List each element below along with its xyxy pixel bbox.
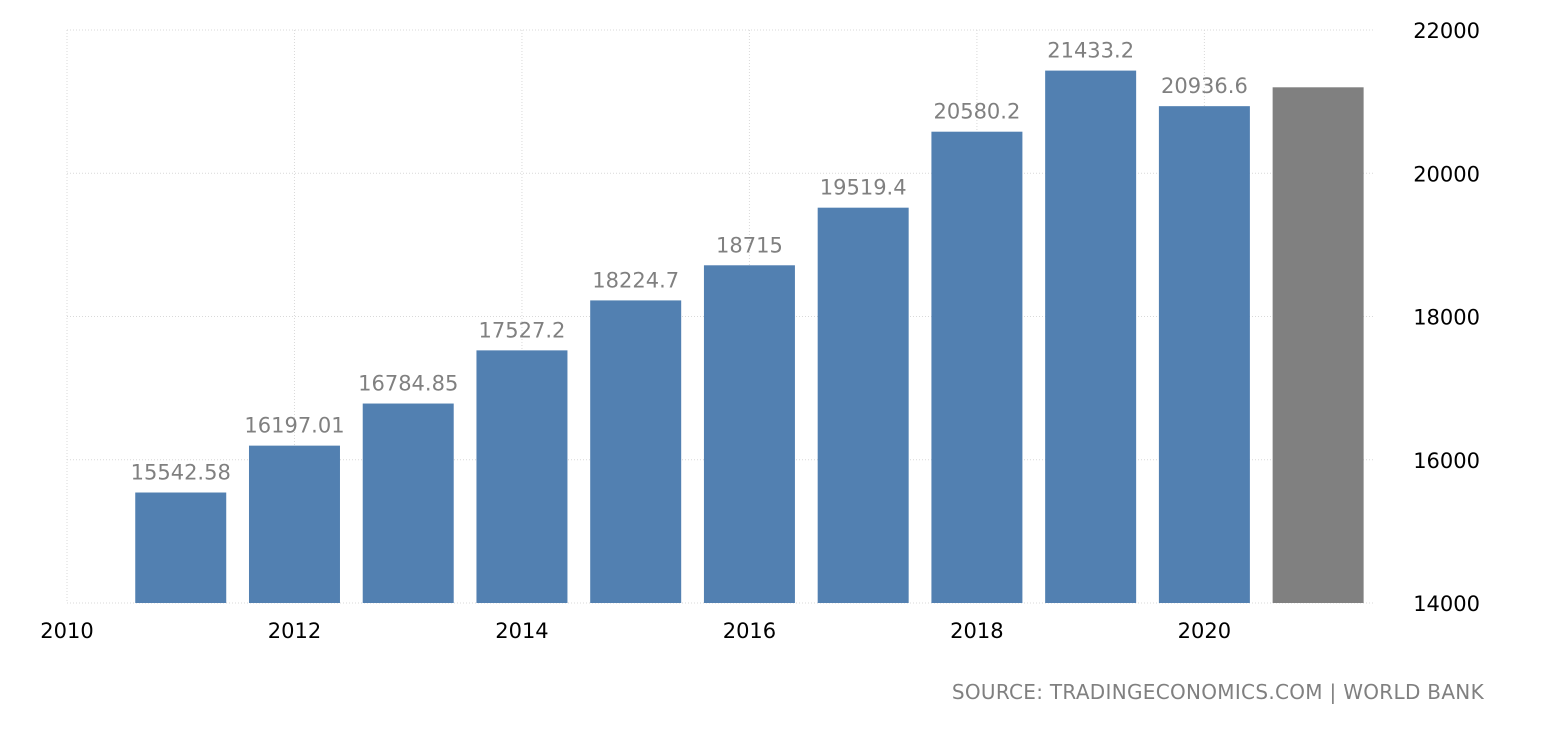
y-tick-label: 20000 bbox=[1413, 162, 1480, 186]
data-label: 16197.01 bbox=[244, 414, 344, 438]
x-tick-label: 2018 bbox=[950, 619, 1003, 643]
x-tick-label: 2020 bbox=[1178, 619, 1231, 643]
data-label: 17527.2 bbox=[479, 318, 566, 342]
bar bbox=[476, 350, 568, 603]
bars bbox=[135, 70, 1364, 604]
data-label: 18224.7 bbox=[592, 268, 679, 292]
bar bbox=[1158, 106, 1250, 604]
y-tick-label: 18000 bbox=[1413, 306, 1480, 330]
data-label: 20580.2 bbox=[933, 100, 1020, 124]
bar bbox=[1045, 70, 1137, 604]
y-tick-label: 16000 bbox=[1413, 449, 1480, 473]
bar bbox=[362, 403, 454, 603]
bar bbox=[931, 131, 1023, 603]
x-tick-label: 2012 bbox=[268, 619, 321, 643]
data-label: 15542.58 bbox=[131, 461, 231, 485]
data-label: 20936.6 bbox=[1161, 74, 1248, 98]
x-tick-label: 2016 bbox=[723, 619, 776, 643]
bar bbox=[817, 207, 909, 603]
y-tick-label: 22000 bbox=[1413, 19, 1480, 43]
x-tick-label: 2010 bbox=[40, 619, 93, 643]
data-label: 16784.85 bbox=[358, 372, 458, 396]
data-labels: 15542.58 16197.01 16784.85 17527.2 18224.7 18… bbox=[131, 39, 1248, 485]
bar bbox=[135, 492, 227, 603]
y-axis: 14000 16000 18000 20000 22000 bbox=[1413, 19, 1480, 616]
bar bbox=[248, 445, 340, 603]
data-label: 21433.2 bbox=[1047, 39, 1134, 63]
bar bbox=[703, 265, 795, 603]
bar-chart: 15542.58 16197.01 16784.85 17527.2 18224.7 18… bbox=[40, 19, 1480, 643]
data-label: 18715 bbox=[716, 233, 783, 257]
bar bbox=[590, 300, 682, 603]
x-tick-label: 2014 bbox=[495, 619, 548, 643]
forecast-bar bbox=[1272, 87, 1364, 604]
data-label: 19519.4 bbox=[820, 176, 907, 200]
x-axis: 2010 2012 2014 2016 2018 2020 bbox=[40, 619, 1231, 643]
source-caption: SOURCE: TRADINGECONOMICS.COM | WORLD BAN… bbox=[951, 680, 1484, 704]
y-tick-label: 14000 bbox=[1413, 592, 1480, 616]
